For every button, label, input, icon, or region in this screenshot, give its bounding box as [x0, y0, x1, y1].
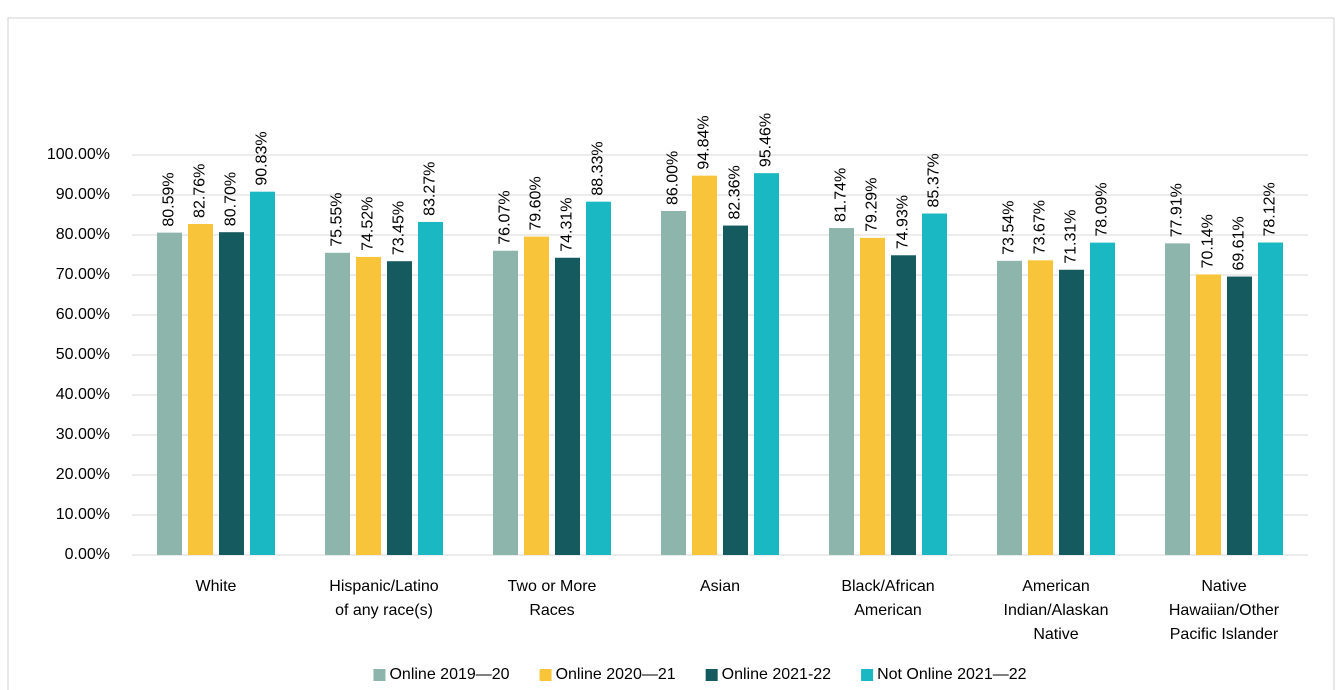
bar	[829, 228, 854, 556]
data-label: 79.29%	[864, 178, 881, 232]
legend-swatch	[373, 669, 386, 681]
bar	[754, 173, 779, 555]
bar	[891, 255, 916, 555]
data-label: 82.76%	[192, 164, 209, 218]
x-tick-label: Native Hawaiian/Other Pacific Islander	[1168, 578, 1280, 643]
y-tick-label: 40.00%	[56, 386, 110, 403]
legend-label: Online 2019—20	[389, 666, 509, 683]
y-tick-label: 10.00%	[56, 506, 110, 523]
x-tick-label: Asian	[699, 578, 741, 595]
data-label: 82.36%	[727, 165, 744, 219]
x-tick-label: American Indian/Alaskan Native	[1003, 578, 1109, 643]
bar	[692, 175, 717, 555]
bar	[555, 257, 580, 555]
y-tick-label: 20.00%	[56, 466, 110, 483]
y-tick-label: 30.00%	[56, 426, 110, 443]
legend-swatch	[539, 669, 552, 681]
x-tick-label: Two or More Races	[507, 578, 597, 619]
legend-label: Online 2021-22	[722, 666, 832, 683]
data-label: 74.52%	[360, 197, 377, 251]
bar	[586, 201, 611, 555]
bar	[1196, 274, 1221, 555]
data-label: 83.27%	[422, 162, 439, 216]
data-label: 86.00%	[665, 151, 682, 205]
bar	[325, 252, 350, 556]
legend-swatch	[705, 669, 718, 681]
x-tick-label: Hispanic/Latino of any race(s)	[329, 578, 439, 619]
y-tick-label: 0.00%	[65, 546, 110, 563]
y-tick-label: 90.00%	[56, 186, 110, 203]
data-label: 71.31%	[1063, 209, 1080, 263]
bar	[1090, 242, 1115, 555]
legend-swatch	[861, 669, 874, 681]
bar	[1059, 269, 1084, 555]
data-label: 95.46%	[758, 113, 775, 167]
bar	[188, 223, 213, 555]
bar	[997, 260, 1022, 555]
data-label: 80.59%	[161, 172, 178, 226]
data-label: 79.60%	[528, 176, 545, 230]
data-label: 70.14%	[1200, 214, 1217, 268]
data-label: 88.33%	[590, 141, 607, 195]
bar	[356, 256, 381, 555]
y-tick-label: 80.00%	[56, 226, 110, 243]
bar	[860, 237, 885, 555]
data-label: 77.91%	[1169, 183, 1186, 237]
bar	[1028, 260, 1053, 555]
data-label: 78.09%	[1094, 182, 1111, 236]
bar	[387, 261, 412, 555]
y-tick-label: 50.00%	[56, 346, 110, 363]
bar	[1165, 243, 1190, 556]
y-tick-label: 100.00%	[47, 146, 110, 163]
bar	[1258, 242, 1283, 555]
data-label: 80.70%	[223, 172, 240, 226]
bar	[922, 213, 947, 555]
data-label: 73.54%	[1001, 201, 1018, 255]
data-label: 73.45%	[391, 201, 408, 255]
data-label: 81.74%	[833, 168, 850, 222]
bar	[157, 232, 182, 555]
bar	[493, 250, 518, 555]
data-label: 69.61%	[1231, 216, 1248, 270]
bar	[250, 191, 275, 555]
data-label: 78.12%	[1262, 182, 1279, 236]
data-label: 75.55%	[329, 193, 346, 247]
bar	[1227, 276, 1252, 555]
legend-label: Not Online 2021—22	[877, 666, 1027, 683]
x-tick-label: Black/African American	[841, 578, 935, 619]
data-label: 90.83%	[254, 131, 271, 185]
data-label: 74.93%	[895, 195, 912, 249]
bar	[723, 225, 748, 555]
data-label: 85.37%	[926, 153, 943, 207]
data-label: 76.07%	[497, 190, 514, 244]
x-tick-label: White	[195, 578, 237, 595]
bar	[418, 221, 443, 556]
bar	[661, 211, 686, 555]
y-tick-label: 70.00%	[56, 266, 110, 283]
bar	[219, 232, 244, 555]
data-label: 74.31%	[559, 197, 576, 251]
y-tick-label: 60.00%	[56, 306, 110, 323]
legend-label: Online 2020—21	[556, 666, 676, 683]
data-label: 73.67%	[1032, 200, 1049, 254]
bar	[524, 236, 549, 555]
data-label: 94.84%	[696, 115, 713, 169]
